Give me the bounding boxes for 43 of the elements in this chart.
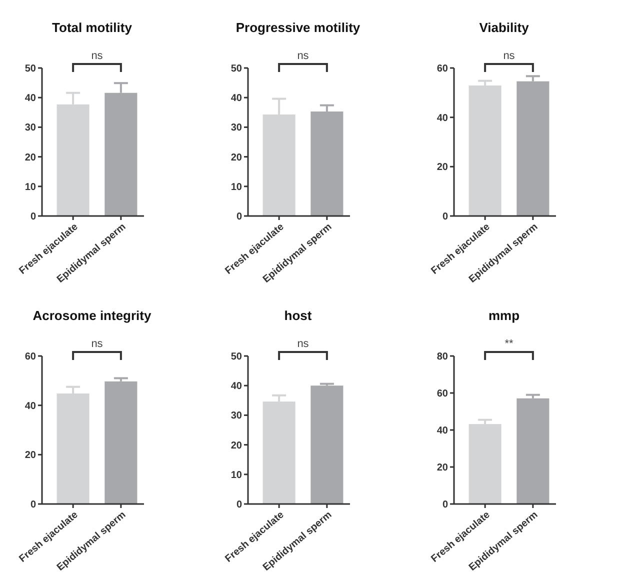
text: ** — [504, 338, 514, 350]
y-tick-label: 40 — [24, 93, 36, 104]
y-tick-label: 0 — [30, 500, 36, 510]
y-tick-label: 60 — [436, 64, 448, 74]
y-tick-label: 0 — [442, 500, 448, 510]
y-tick-label: 10 — [230, 470, 242, 481]
y-tick-label: 20 — [230, 152, 242, 164]
y-tick-label: 40 — [436, 112, 448, 124]
chart-title: Progressive motility — [236, 20, 361, 35]
y-tick-label: 10 — [24, 182, 36, 193]
y-tick-label: 20 — [24, 450, 36, 462]
y-tick-label: 20 — [230, 440, 242, 452]
y-tick-label: 50 — [230, 352, 242, 362]
text: ns — [503, 50, 516, 62]
text: ns — [297, 50, 310, 62]
y-tick-label: 40 — [230, 93, 242, 104]
y-tick-label: 0 — [442, 212, 448, 222]
y-tick-label: 80 — [436, 352, 448, 362]
chart-title: Acrosome integrity — [32, 308, 152, 323]
y-tick-label: 60 — [24, 352, 36, 362]
y-tick-label: 20 — [436, 462, 448, 474]
y-tick-label: 40 — [436, 426, 448, 436]
y-tick-label: 30 — [230, 410, 242, 422]
y-tick-label: 0 — [30, 212, 36, 222]
y-tick-label: 20 — [24, 152, 36, 164]
text: ns — [91, 338, 104, 350]
y-tick-label: 50 — [230, 64, 242, 74]
text: ns — [91, 50, 104, 62]
chart-title: host — [284, 308, 312, 323]
chart-title: Viability — [479, 20, 530, 35]
y-tick-label: 30 — [230, 122, 242, 134]
text: ns — [297, 338, 310, 350]
y-tick-label: 20 — [436, 162, 448, 174]
y-tick-label: 0 — [236, 500, 242, 510]
y-tick-label: 0 — [236, 212, 242, 222]
y-tick-label: 50 — [24, 64, 36, 74]
y-tick-label: 30 — [24, 122, 36, 134]
y-tick-label: 40 — [230, 381, 242, 392]
chart-title: Total motility — [52, 20, 133, 35]
y-tick-label: 60 — [436, 388, 448, 400]
y-tick-label: 40 — [24, 400, 36, 412]
y-tick-label: 10 — [230, 182, 242, 193]
chart-title: mmp — [488, 308, 520, 323]
